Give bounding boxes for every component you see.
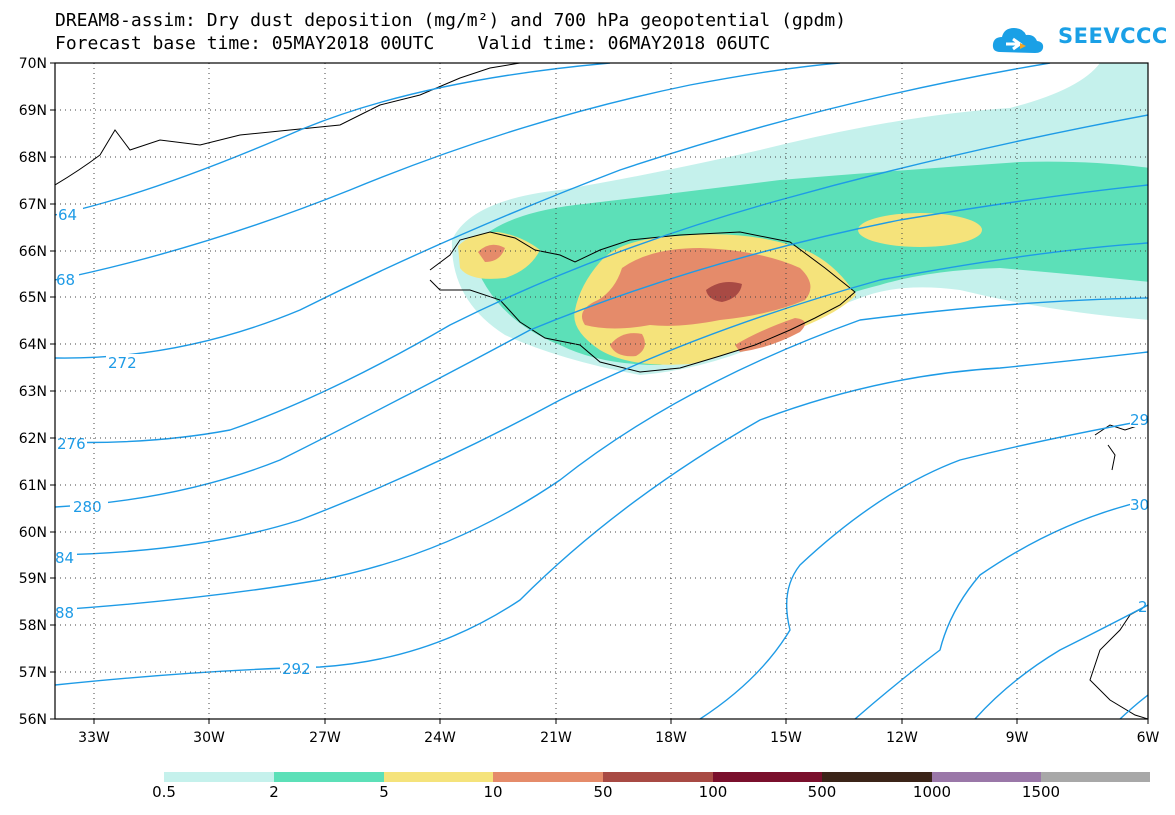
lon-label: 18W	[655, 730, 687, 746]
contour-label: 280	[73, 498, 102, 516]
iceland-coast	[429, 231, 856, 373]
lat-label: 68N	[19, 150, 47, 166]
contour-296	[699, 419, 1148, 719]
lat-label: 64N	[19, 337, 47, 353]
contour-280	[55, 184, 1148, 508]
norway-shetland	[1107, 444, 1116, 471]
colorbar-label: 5	[379, 783, 389, 801]
contour-308	[1119, 694, 1148, 719]
colorbar-label: 1500	[1021, 783, 1061, 801]
colorbar-label: 10	[483, 783, 503, 801]
lat-label: 69N	[19, 103, 47, 119]
lat-label: 58N	[19, 618, 47, 634]
colorbar-swatch	[713, 772, 822, 782]
lat-label: 60N	[19, 525, 47, 541]
colorbar-swatch	[822, 772, 932, 782]
contour-272	[55, 63, 1051, 359]
colorbar-swatch	[493, 772, 603, 782]
lat-label: 62N	[19, 431, 47, 447]
lon-label: 27W	[309, 730, 341, 746]
geopotential-contours	[55, 63, 1148, 719]
lat-label: 56N	[19, 712, 47, 728]
dust-band-10-southeast	[735, 318, 805, 352]
lon-label: 9W	[1006, 730, 1029, 746]
lat-label: 70N	[19, 56, 47, 72]
contour-label: 68	[56, 271, 75, 289]
lat-label: 67N	[19, 197, 47, 213]
dust-band-10	[581, 248, 811, 329]
graticule	[55, 63, 1148, 719]
contour-label: 64	[58, 206, 77, 224]
contour-300	[854, 499, 1148, 719]
contour-292	[55, 351, 1148, 686]
lon-label: 6W	[1137, 730, 1160, 746]
contour-264	[55, 63, 611, 216]
lon-label: 21W	[540, 730, 572, 746]
colorbar-swatch	[384, 772, 493, 782]
dust-band-10-nw	[478, 244, 505, 262]
contour-276	[55, 114, 1148, 444]
contour-304	[974, 604, 1148, 719]
lon-label: 15W	[770, 730, 802, 746]
latitude-labels: 70N 69N 68N 67N 66N 65N 64N 63N 62N 61N …	[19, 56, 47, 728]
contour-268	[55, 63, 841, 281]
seevccc-logo-text: SEEVCCC	[1058, 24, 1168, 48]
seevccc-cloud-logo-icon	[992, 28, 1044, 53]
lat-label: 65N	[19, 290, 47, 306]
lon-label: 30W	[193, 730, 225, 746]
axis-ticks	[50, 62, 1149, 724]
colorbar-label: 100	[698, 783, 728, 801]
contour-label: 272	[108, 354, 137, 372]
contour-label: 2	[1138, 598, 1148, 616]
contour-label: 30	[1130, 496, 1149, 514]
colorbar-swatch	[1041, 772, 1150, 782]
colorbar	[164, 772, 1150, 782]
map-title: DREAM8-assim: Dry dust deposition (mg/m²…	[55, 10, 847, 31]
contour-label: 84	[55, 549, 74, 567]
contour-labels: 64 68 272 276 280 84 88 292 29 30 2	[55, 206, 1149, 678]
contour-label: 88	[55, 604, 74, 622]
lat-label: 57N	[19, 665, 47, 681]
lat-label: 66N	[19, 244, 47, 260]
contour-288	[55, 297, 1148, 611]
colorbar-label: 50	[593, 783, 613, 801]
colorbar-swatch	[274, 772, 384, 782]
colorbar-swatch	[932, 772, 1041, 782]
contour-label: 276	[57, 435, 86, 453]
dust-band-10-south	[610, 333, 645, 357]
colorbar-label: 1000	[912, 783, 952, 801]
colorbar-swatch	[164, 772, 274, 782]
lon-label: 12W	[886, 730, 918, 746]
lon-label: 24W	[424, 730, 456, 746]
contour-label: 292	[282, 660, 311, 678]
map-subtitle-times: Forecast base time: 05MAY2018 00UTC Vali…	[55, 33, 771, 54]
scotland-coast	[1089, 604, 1148, 719]
lat-label: 63N	[19, 384, 47, 400]
longitude-labels: 33W 30W 27W 24W 21W 18W 15W 12W 9W 6W	[78, 730, 1159, 746]
greenland-coast	[55, 63, 521, 186]
colorbar-swatch	[603, 772, 713, 782]
colorbar-label: 2	[269, 783, 279, 801]
colorbar-label: 0.5	[152, 783, 176, 801]
lon-label: 33W	[78, 730, 110, 746]
lat-label: 59N	[19, 571, 47, 587]
lat-label: 61N	[19, 478, 47, 494]
contour-284	[55, 242, 1148, 556]
dust-band-5-offshore	[858, 213, 982, 247]
colorbar-label: 500	[807, 783, 837, 801]
contour-label: 29	[1130, 411, 1149, 429]
